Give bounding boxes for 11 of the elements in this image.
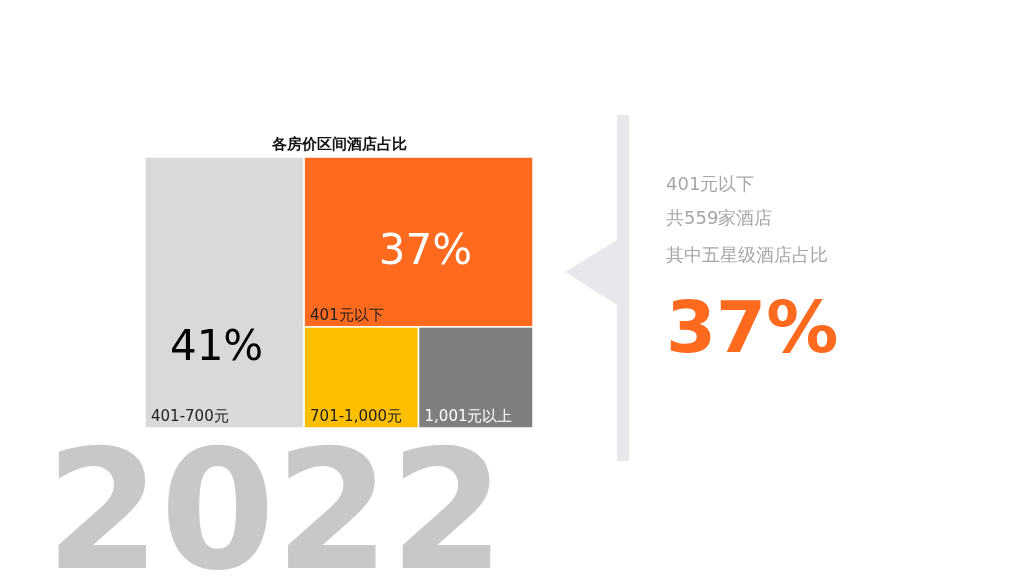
- category-label: 1,001元以上: [424, 407, 513, 425]
- category-label: 401-700元: [151, 407, 229, 425]
- category-label: 401元以下: [310, 305, 384, 324]
- text: 401元以下: [666, 173, 755, 194]
- data-label: 37%: [378, 225, 473, 275]
- text: 各房价区间酒店占比: [270, 135, 407, 153]
- text: 37%: [666, 285, 839, 369]
- data-label: 41%: [169, 321, 264, 371]
- text: 共559家酒店: [666, 207, 773, 228]
- text: 其中五星级酒店占比: [666, 244, 828, 265]
- category-label: 701-1,000元: [310, 407, 403, 425]
